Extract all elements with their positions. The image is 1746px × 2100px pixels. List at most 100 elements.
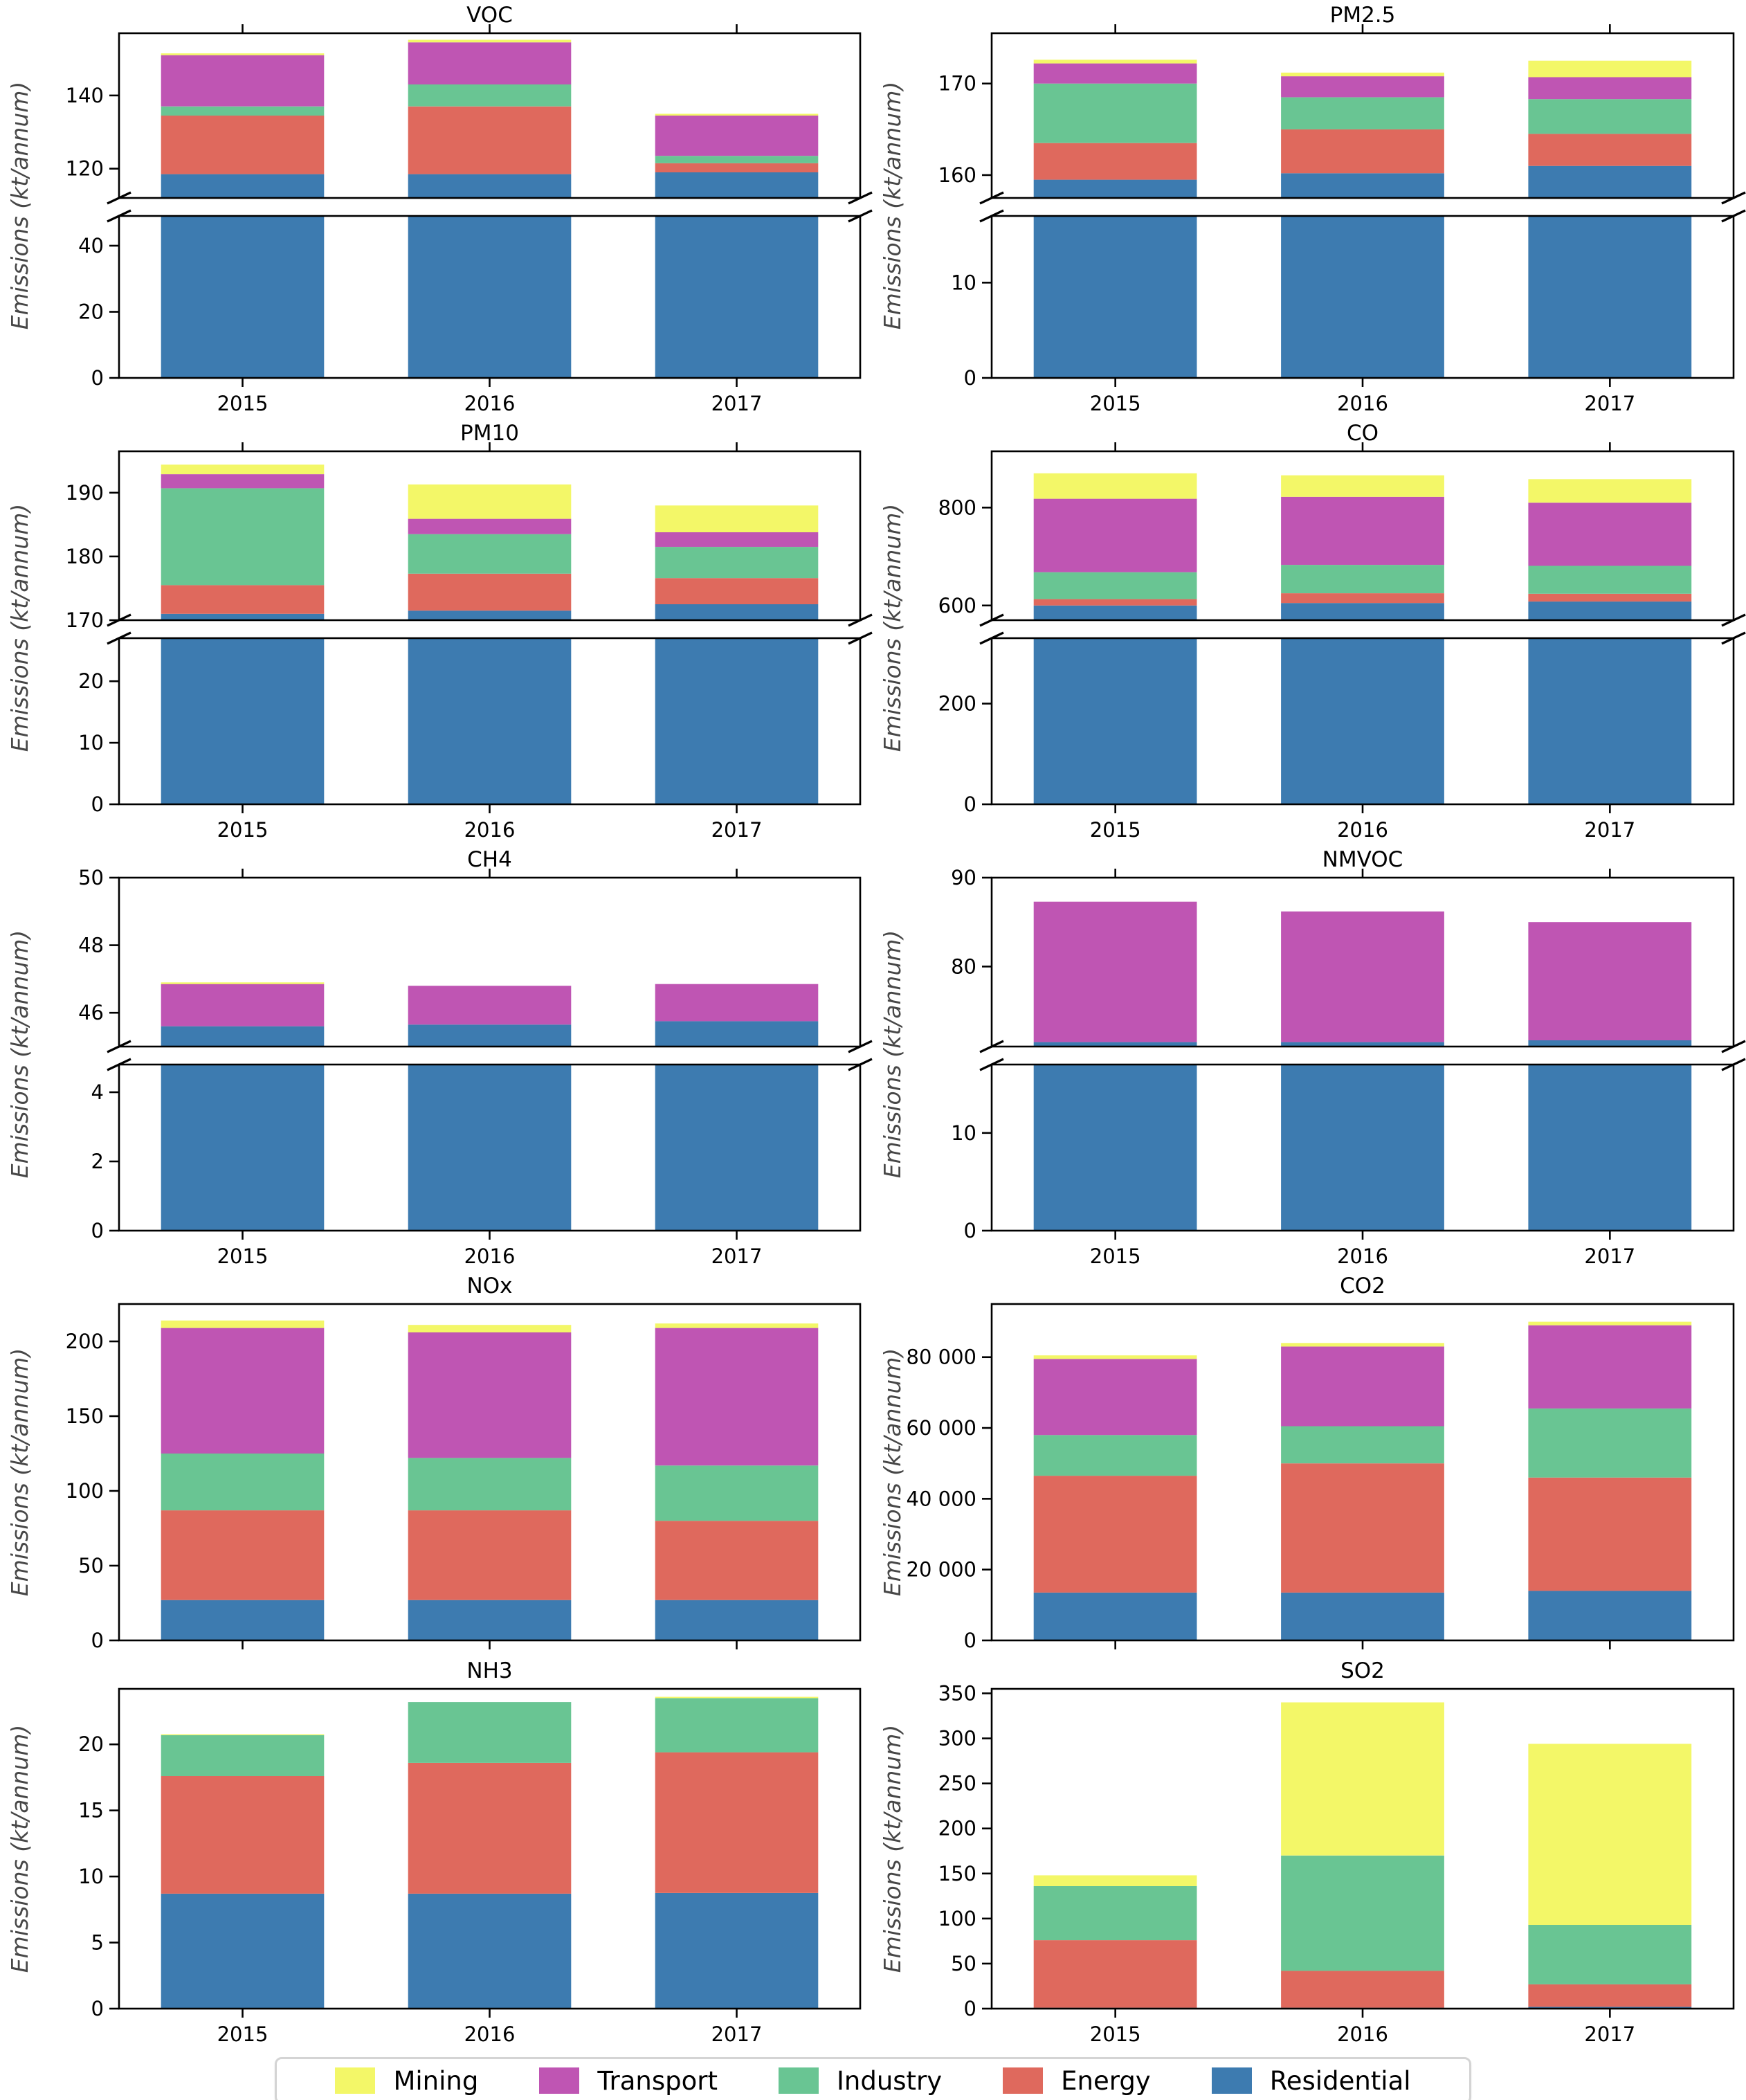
- bar-segment-residential-2015: [161, 1893, 325, 2009]
- axis-break-mark: [848, 191, 873, 205]
- bar-segment-industry-2015: [1033, 1886, 1197, 1941]
- legend-swatch-mining-icon: [335, 2067, 376, 2094]
- axis-break-mark: [107, 631, 131, 645]
- bar-segment-transport-2015: [161, 984, 325, 1026]
- bar-segment-industry-2017: [1528, 1925, 1692, 1984]
- bar-segment-residential-2016: [408, 1600, 572, 1640]
- bar-segment-residential-2017: [1528, 165, 1692, 198]
- bar-segment-transport-2016: [408, 518, 572, 534]
- y-tick-label: 90: [951, 866, 976, 889]
- x-tick-label: 2016: [1337, 818, 1388, 842]
- legend-label: Industry: [836, 2065, 943, 2096]
- y-tick-label: 100: [66, 1479, 104, 1503]
- legend-label: Mining: [393, 2065, 479, 2096]
- bar-segment-residential-2017: [1528, 638, 1692, 804]
- bar-segment-residential-2017: [655, 1600, 819, 1640]
- y-tick-label: 160: [938, 163, 976, 187]
- legend-item-mining: Mining: [335, 2067, 478, 2094]
- bar-segment-mining-2017: [1528, 1321, 1692, 1325]
- bar-segment-mining-2017: [655, 114, 819, 116]
- x-tick-label: 2017: [1584, 2022, 1635, 2046]
- bar-segment-residential-2017: [1528, 216, 1692, 378]
- y-tick-label: 0: [964, 1997, 976, 2020]
- bar-segment-energy-2015: [161, 116, 325, 174]
- y-tick-label: 170: [938, 72, 976, 96]
- x-tick-label: 2017: [1584, 392, 1635, 415]
- y-tick-label: 190: [66, 481, 104, 505]
- bar-segment-mining-2015: [161, 982, 325, 984]
- bar-segment-mining-2015: [161, 53, 325, 55]
- bar-segment-industry-2015: [1033, 83, 1197, 143]
- chart-title: PM10: [460, 421, 519, 446]
- bar-segment-residential-2017: [655, 1065, 819, 1231]
- legend-item-residential: Residential: [1211, 2067, 1411, 2094]
- y-axis-label: Emissions (kt/annum): [879, 1725, 906, 1973]
- y-tick-label: 0: [964, 793, 976, 816]
- bar-segment-transport-2017: [1528, 1325, 1692, 1409]
- bar-segment-residential-2017: [655, 172, 819, 198]
- bar-segment-residential-2017: [655, 1021, 819, 1047]
- y-tick-label: 48: [78, 934, 104, 957]
- x-tick-label: 2015: [217, 818, 269, 842]
- chart-title: CO: [1347, 421, 1379, 446]
- x-tick-label: 2015: [217, 392, 269, 415]
- y-tick-label: 40: [78, 234, 104, 257]
- axis-break-mark: [979, 191, 1004, 205]
- chart-voc: 120 140 0 20 40 2015 2016 2017 VOC Emissions (kt/…: [6, 3, 873, 415]
- chart-title: VOC: [466, 3, 513, 28]
- y-tick-label: 250: [938, 1772, 976, 1795]
- axis-break-mark: [979, 209, 1004, 223]
- bar-segment-residential-2015: [1033, 605, 1197, 620]
- y-axis-label: Emissions (kt/annum): [6, 82, 33, 330]
- y-tick-label: 180: [66, 545, 104, 568]
- chart-so2: 0 50 100 150 200 250 300 350 2015 2016 2017 SO2 Emis…: [879, 1658, 1735, 2046]
- x-tick-label: 2016: [1337, 392, 1388, 415]
- bar-segment-transport-2015: [161, 474, 325, 489]
- bar-segment-residential-2017: [1528, 2007, 1692, 2009]
- bar-segment-transport-2017: [655, 532, 819, 547]
- bar-segment-industry-2016: [1281, 97, 1444, 129]
- axis-break-mark: [1721, 191, 1746, 205]
- bar-segment-industry-2016: [408, 84, 572, 107]
- y-axis-label: Emissions (kt/annum): [879, 504, 906, 752]
- chart-pm25: 160 170 0 10 2015 2016 2017 PM2.5 Emissions (kt/…: [879, 3, 1746, 415]
- y-tick-label: 100: [938, 1907, 976, 1930]
- y-tick-label: 600: [938, 594, 976, 617]
- x-tick-label: 2015: [217, 1244, 269, 1268]
- bar-segment-industry-2017: [1528, 99, 1692, 134]
- bar-segment-residential-2016: [408, 1024, 572, 1047]
- bar-segment-mining-2016: [1281, 475, 1444, 497]
- axis-break-mark: [1721, 613, 1746, 627]
- bar-segment-industry-2017: [655, 1465, 819, 1521]
- bar-segment-residential-2015: [161, 613, 325, 620]
- bar-segment-energy-2017: [1528, 134, 1692, 166]
- x-tick-label: 2017: [1584, 1244, 1635, 1268]
- bar-segment-residential-2017: [655, 1893, 819, 2009]
- bar-segment-residential-2015: [1033, 179, 1197, 198]
- y-tick-label: 0: [91, 1219, 104, 1242]
- axis-break-mark: [107, 613, 131, 627]
- bar-segment-mining-2017: [655, 1323, 819, 1328]
- bar-segment-mining-2017: [1528, 1744, 1692, 1925]
- x-tick-label: 2015: [1090, 2022, 1141, 2046]
- chart-title: NH3: [466, 1658, 512, 1683]
- bar-segment-industry-2016: [1281, 565, 1444, 594]
- bar-segment-residential-2017: [655, 638, 819, 804]
- y-tick-label: 0: [91, 1997, 104, 2020]
- x-tick-label: 2015: [1090, 818, 1141, 842]
- legend-swatch-industry-icon: [778, 2067, 819, 2094]
- bar-segment-residential-2015: [1033, 216, 1197, 378]
- legend-item-industry: Industry: [778, 2065, 943, 2096]
- bar-segment-mining-2017: [655, 505, 819, 532]
- y-tick-label: 0: [964, 1219, 976, 1242]
- y-tick-label: 46: [78, 1001, 104, 1024]
- y-tick-label: 50: [951, 1952, 976, 1975]
- y-tick-label: 2: [91, 1150, 104, 1173]
- x-tick-label: 2017: [1584, 818, 1635, 842]
- x-tick-label: 2016: [464, 818, 516, 842]
- y-tick-label: 10: [78, 1865, 104, 1888]
- x-tick-label: 2016: [1337, 2022, 1388, 2046]
- bar-segment-residential-2017: [1528, 601, 1692, 620]
- y-tick-label: 0: [964, 366, 976, 390]
